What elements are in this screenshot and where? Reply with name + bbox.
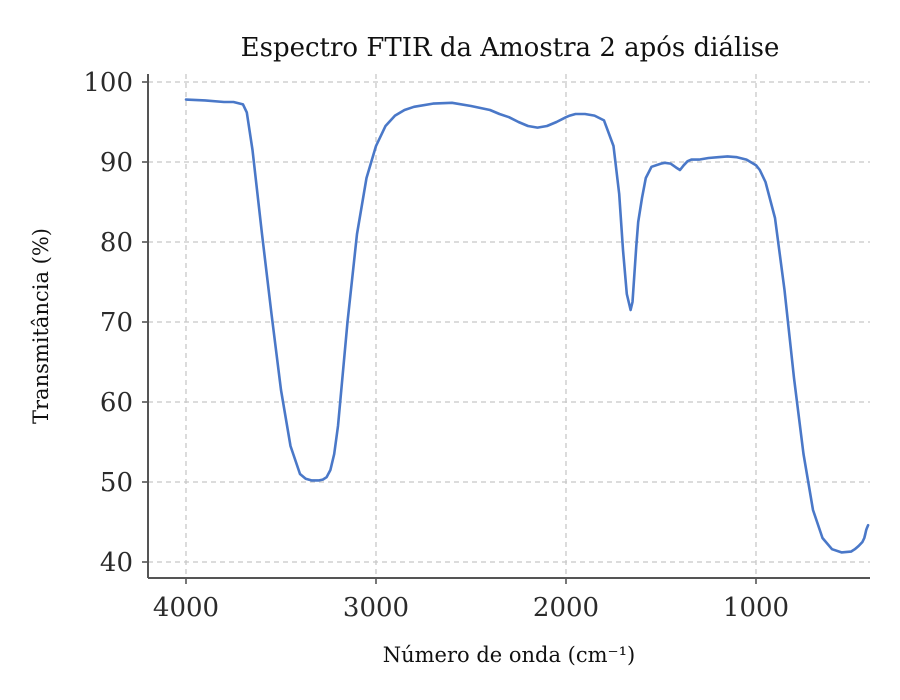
x-tick-label: 2000 (533, 593, 599, 623)
y-tick-label: 100 (83, 68, 133, 98)
x-tick-label: 1000 (723, 593, 789, 623)
y-tick-label: 40 (100, 548, 133, 578)
y-tick-label: 50 (100, 468, 133, 498)
y-tick-label: 70 (100, 308, 133, 338)
y-tick-label: 60 (100, 388, 133, 418)
x-axis-label: Número de onda (cm⁻¹) (383, 643, 636, 667)
grid (148, 74, 870, 578)
y-axis-label: Transmitância (%) (29, 228, 53, 424)
spectrum-line (184, 98, 870, 554)
x-tick-label: 4000 (153, 593, 219, 623)
axis-ticks: 4000 3000 2000 1000 40 50 60 70 80 90 100 (83, 68, 789, 623)
series-layer (184, 98, 870, 554)
y-tick-label: 90 (100, 148, 133, 178)
x-tick-label: 3000 (343, 593, 409, 623)
y-tick-label: 80 (100, 228, 133, 258)
chart-title: Espectro FTIR da Amostra 2 após diálise (241, 33, 780, 63)
